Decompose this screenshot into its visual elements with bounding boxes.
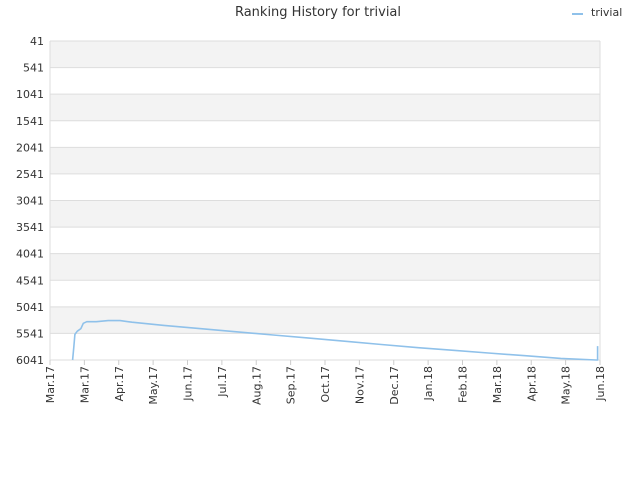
- legend-label-trivial: trivial: [591, 6, 622, 19]
- x-tick-label: Dec.17: [388, 366, 401, 405]
- x-tick-label: Nov.17: [353, 366, 366, 404]
- y-tick-label: 3541: [16, 221, 44, 234]
- x-tick-label: Mar.18: [491, 366, 504, 403]
- plot-band: [50, 200, 600, 228]
- y-tick-label: 6041: [16, 354, 44, 367]
- y-tick-label: 5541: [16, 327, 44, 340]
- x-axis: Mar.17 Mar.17 Apr.17 May.17 Jun.17 Jul.17 Aug.…: [44, 360, 607, 405]
- x-tick-label: Feb.18: [457, 366, 470, 403]
- x-tick-label: Jun.17: [182, 366, 195, 402]
- plot-band: [50, 120, 600, 148]
- plot-grid: [49, 40, 601, 361]
- y-tick-label: 2541: [16, 168, 44, 181]
- x-tick-label: Apr.17: [113, 366, 126, 402]
- x-tick-label: Aug.17: [250, 366, 263, 405]
- x-tick-label: May.18: [560, 366, 573, 405]
- plot-band: [50, 253, 600, 281]
- y-tick-label: 4041: [16, 248, 44, 261]
- plot-band: [50, 333, 600, 360]
- x-tick-label: Mar.17: [78, 366, 91, 403]
- plot-band: [50, 94, 600, 121]
- plot-band: [50, 306, 600, 334]
- y-tick-label: 1541: [16, 115, 44, 128]
- y-tick-label: 541: [23, 62, 44, 75]
- plot-band: [50, 41, 600, 68]
- plot-band: [50, 173, 600, 201]
- x-tick-label: Jan.18: [422, 366, 435, 401]
- x-tick-label: Apr.18: [525, 366, 538, 402]
- y-tick-label: 5041: [16, 301, 44, 314]
- y-tick-label: 4541: [16, 274, 44, 287]
- y-tick-label: 2041: [16, 141, 44, 154]
- x-tick-label: May.17: [147, 366, 160, 405]
- plot-band: [50, 280, 600, 307]
- y-axis: 41 541 1041 1541 2041 2541 3041 3541 4041 4541 504…: [16, 35, 44, 367]
- x-tick-label: Jul.17: [216, 366, 229, 398]
- legend[interactable]: trivial: [572, 6, 622, 19]
- chart-title: Ranking History for trivial: [235, 5, 401, 20]
- y-tick-label: 41: [30, 35, 44, 48]
- series-line-trivial: [71, 319, 599, 361]
- x-tick-label: Mar.17: [44, 366, 57, 403]
- x-tick-label: Oct.17: [319, 366, 332, 403]
- plot-band: [50, 147, 600, 174]
- x-tick-label: Sep.17: [285, 366, 298, 404]
- plot-bands: [50, 41, 600, 360]
- plot-band: [50, 67, 600, 95]
- plot-band: [50, 227, 600, 254]
- series-layer: [71, 319, 599, 361]
- x-tick-label: Jun.18: [594, 366, 607, 402]
- y-tick-label: 1041: [16, 88, 44, 101]
- y-tick-label: 3041: [16, 195, 44, 208]
